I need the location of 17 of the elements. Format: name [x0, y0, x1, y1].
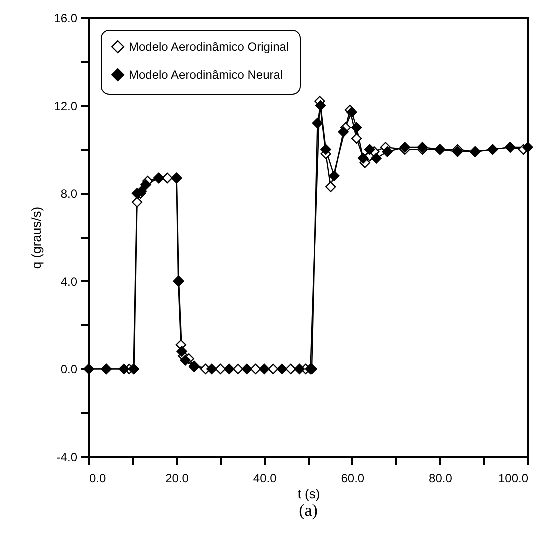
legend-label: Modelo Aerodinâmico Neural [129, 68, 284, 82]
x-tick-label: 100.0 [498, 472, 529, 486]
y-tick-label: 8.0 [60, 187, 78, 202]
text: (a) [299, 501, 318, 520]
y-axis-title: q (graus/s) [29, 206, 44, 270]
y-tick-label: -4.0 [56, 450, 78, 464]
x-tick-label: 80.0 [429, 472, 453, 486]
x-tick-label: 40.0 [253, 472, 278, 486]
x-tick-label: 20.0 [166, 472, 190, 486]
x-axis-title: t (s) [298, 486, 320, 502]
legend-label: Modelo Aerodinâmico Original [129, 40, 290, 54]
x-tick-label: 60.0 [341, 472, 365, 486]
y-tick-label: 0.0 [60, 362, 78, 377]
y-tick-label: 4.0 [60, 274, 78, 289]
y-tick-label: 12.0 [54, 99, 78, 114]
x-tick-label: 0.0 [90, 472, 107, 486]
y-tick-label: 16.0 [54, 12, 78, 26]
